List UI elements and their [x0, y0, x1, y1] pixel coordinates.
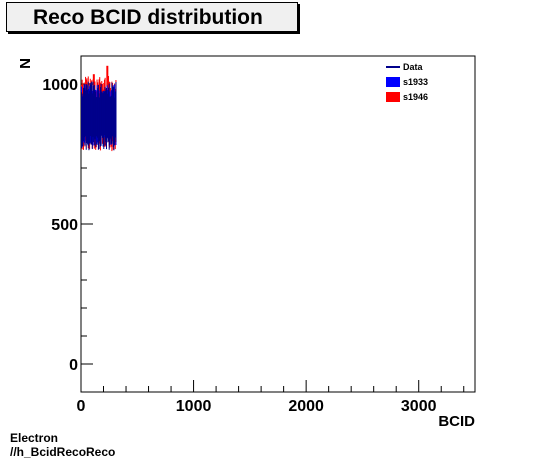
- y-tick-label: 1000: [42, 77, 78, 94]
- histogram-bin: [101, 93, 103, 138]
- legend-entry-label: s1946: [403, 92, 428, 102]
- histogram-peak-bin: [106, 65, 109, 87]
- footer-path: //h_BcidRecoReco: [10, 445, 116, 459]
- histogram-bin: [90, 84, 92, 145]
- x-tick-label: 0: [77, 398, 86, 415]
- histogram-bin: [81, 92, 82, 149]
- histogram-bin: [100, 83, 102, 146]
- histogram-bin: [113, 87, 115, 151]
- y-tick-label: 500: [51, 217, 78, 234]
- histogram-bin: [86, 85, 88, 144]
- chart-title: Reco BCID distribution: [6, 2, 298, 32]
- legend: Data s1933 s1946: [386, 62, 428, 102]
- legend-entry-label: s1933: [403, 77, 428, 87]
- histogram-bin: [108, 83, 110, 150]
- histogram-bin: [108, 87, 110, 141]
- histogram-bin: [89, 90, 91, 144]
- histogram-bin: [83, 84, 85, 138]
- histogram-bin: [93, 85, 95, 143]
- histogram-bin: [89, 82, 91, 137]
- histogram-bin: [85, 90, 87, 137]
- histogram-bin: [112, 86, 114, 137]
- series-data: [81, 81, 117, 151]
- histogram-bin: [103, 93, 105, 149]
- y-tick-label: 0: [69, 357, 78, 374]
- histogram-bin: [105, 90, 107, 142]
- footer-label: Electron: [10, 431, 59, 445]
- histogram-bin: [92, 81, 94, 137]
- histogram-bin: [97, 88, 99, 138]
- histogram-bin: [99, 87, 101, 147]
- legend-entry-label: Data: [403, 62, 424, 72]
- histogram-bin: [82, 96, 84, 147]
- histogram-bin: [85, 83, 87, 150]
- histogram-peak-bin: [92, 74, 95, 87]
- histogram-bin: [110, 96, 112, 139]
- x-tick-label: 3000: [401, 398, 437, 415]
- histogram-bin: [95, 97, 97, 137]
- histogram-bin: [95, 91, 97, 148]
- histogram-bin: [101, 91, 103, 136]
- y-axis-label: N: [17, 58, 34, 69]
- histogram-bin: [114, 97, 116, 146]
- histogram-bin: [81, 93, 83, 148]
- histogram-bin: [114, 91, 116, 138]
- histogram-bin: [110, 95, 112, 144]
- histogram-bin: [91, 93, 93, 150]
- histogram-bin: [109, 96, 111, 145]
- histogram-bin: [91, 81, 93, 145]
- histogram-bin: [87, 89, 89, 145]
- x-tick-label: 1000: [176, 398, 212, 415]
- histogram-bin: [97, 84, 99, 150]
- legend-fill-swatch: [386, 92, 400, 102]
- legend-fill-swatch: [386, 77, 400, 87]
- x-axis-label: BCID: [438, 413, 475, 430]
- histogram-bin: [93, 85, 95, 146]
- histogram-bin: [102, 91, 104, 147]
- histogram-bin: [83, 87, 85, 142]
- x-tick-label: 2000: [288, 398, 324, 415]
- histogram-bin: [112, 85, 114, 148]
- histogram-bin: [111, 82, 113, 144]
- histogram-bin: [99, 97, 101, 142]
- histogram-bin: [88, 93, 90, 151]
- histogram-bin: [94, 89, 96, 139]
- plot-frame: [80, 55, 476, 393]
- histogram-bin: [87, 81, 89, 146]
- histogram-bin: [84, 88, 86, 146]
- histogram-bin: [103, 91, 105, 136]
- histogram-bin: [115, 82, 117, 143]
- histogram-bin: [106, 93, 108, 138]
- histogram-bin: [96, 97, 98, 145]
- histogram-bin: [105, 87, 107, 150]
- histogram-bin: [104, 86, 106, 146]
- histogram-bin: [107, 90, 109, 143]
- histogram-bin: [98, 93, 100, 149]
